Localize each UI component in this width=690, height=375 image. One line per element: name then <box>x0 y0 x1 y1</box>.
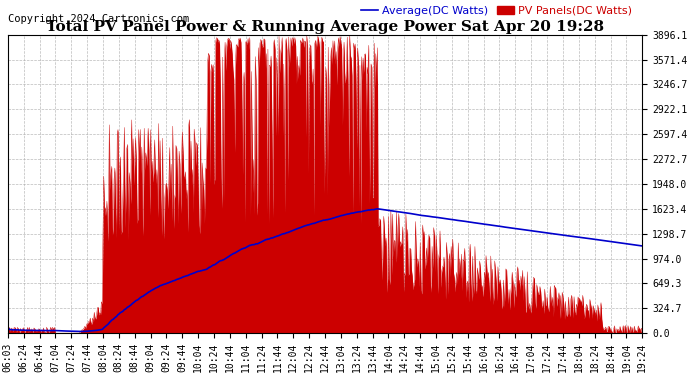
Text: Copyright 2024 Cartronics.com: Copyright 2024 Cartronics.com <box>8 14 189 24</box>
Legend: Average(DC Watts), PV Panels(DC Watts): Average(DC Watts), PV Panels(DC Watts) <box>357 2 637 20</box>
Title: Total PV Panel Power & Running Average Power Sat Apr 20 19:28: Total PV Panel Power & Running Average P… <box>46 20 604 34</box>
